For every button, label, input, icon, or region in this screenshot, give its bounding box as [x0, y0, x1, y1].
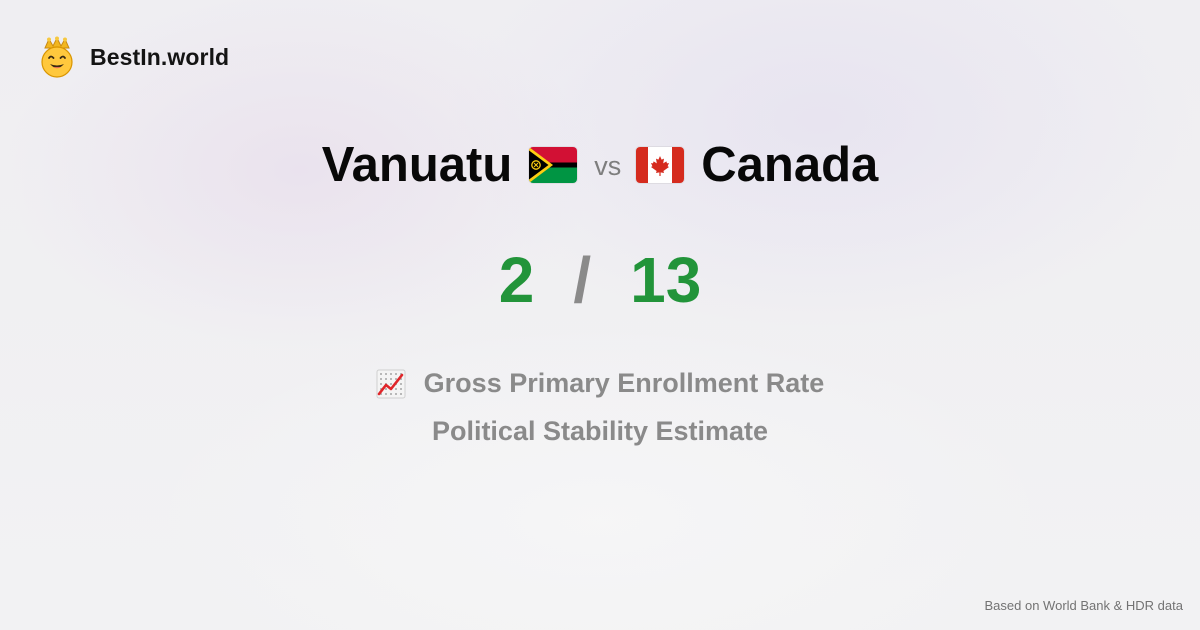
- metric-item: Gross Primary Enrollment Rate: [376, 364, 825, 403]
- right-score: 13: [630, 244, 702, 316]
- left-country-name[interactable]: Vanuatu: [321, 138, 513, 192]
- score-display: 2 / 13: [0, 243, 1200, 317]
- comparison-headline: Vanuatu vs Canada: [0, 134, 1200, 196]
- data-source-note: Based on World Bank & HDR data: [984, 598, 1183, 613]
- metrics-list: Gross Primary Enrollment Rate Political …: [0, 364, 1200, 451]
- metric-label: Gross Primary Enrollment Rate: [423, 368, 825, 398]
- chart-increasing-icon: [376, 369, 406, 399]
- score-separator: /: [573, 244, 592, 316]
- canada-flag-icon: [636, 147, 685, 183]
- metric-item: Political Stability Estimate: [432, 412, 768, 451]
- metric-label: Political Stability Estimate: [431, 416, 769, 446]
- crowned-smiley-icon: [38, 36, 76, 78]
- left-score: 2: [498, 244, 535, 316]
- brand-name: BestIn.world: [90, 43, 230, 70]
- vanuatu-flag-icon: [529, 147, 578, 183]
- brand-logo[interactable]: BestIn.world: [38, 36, 229, 78]
- right-country-name[interactable]: Canada: [701, 138, 879, 192]
- vs-label: vs: [594, 151, 622, 181]
